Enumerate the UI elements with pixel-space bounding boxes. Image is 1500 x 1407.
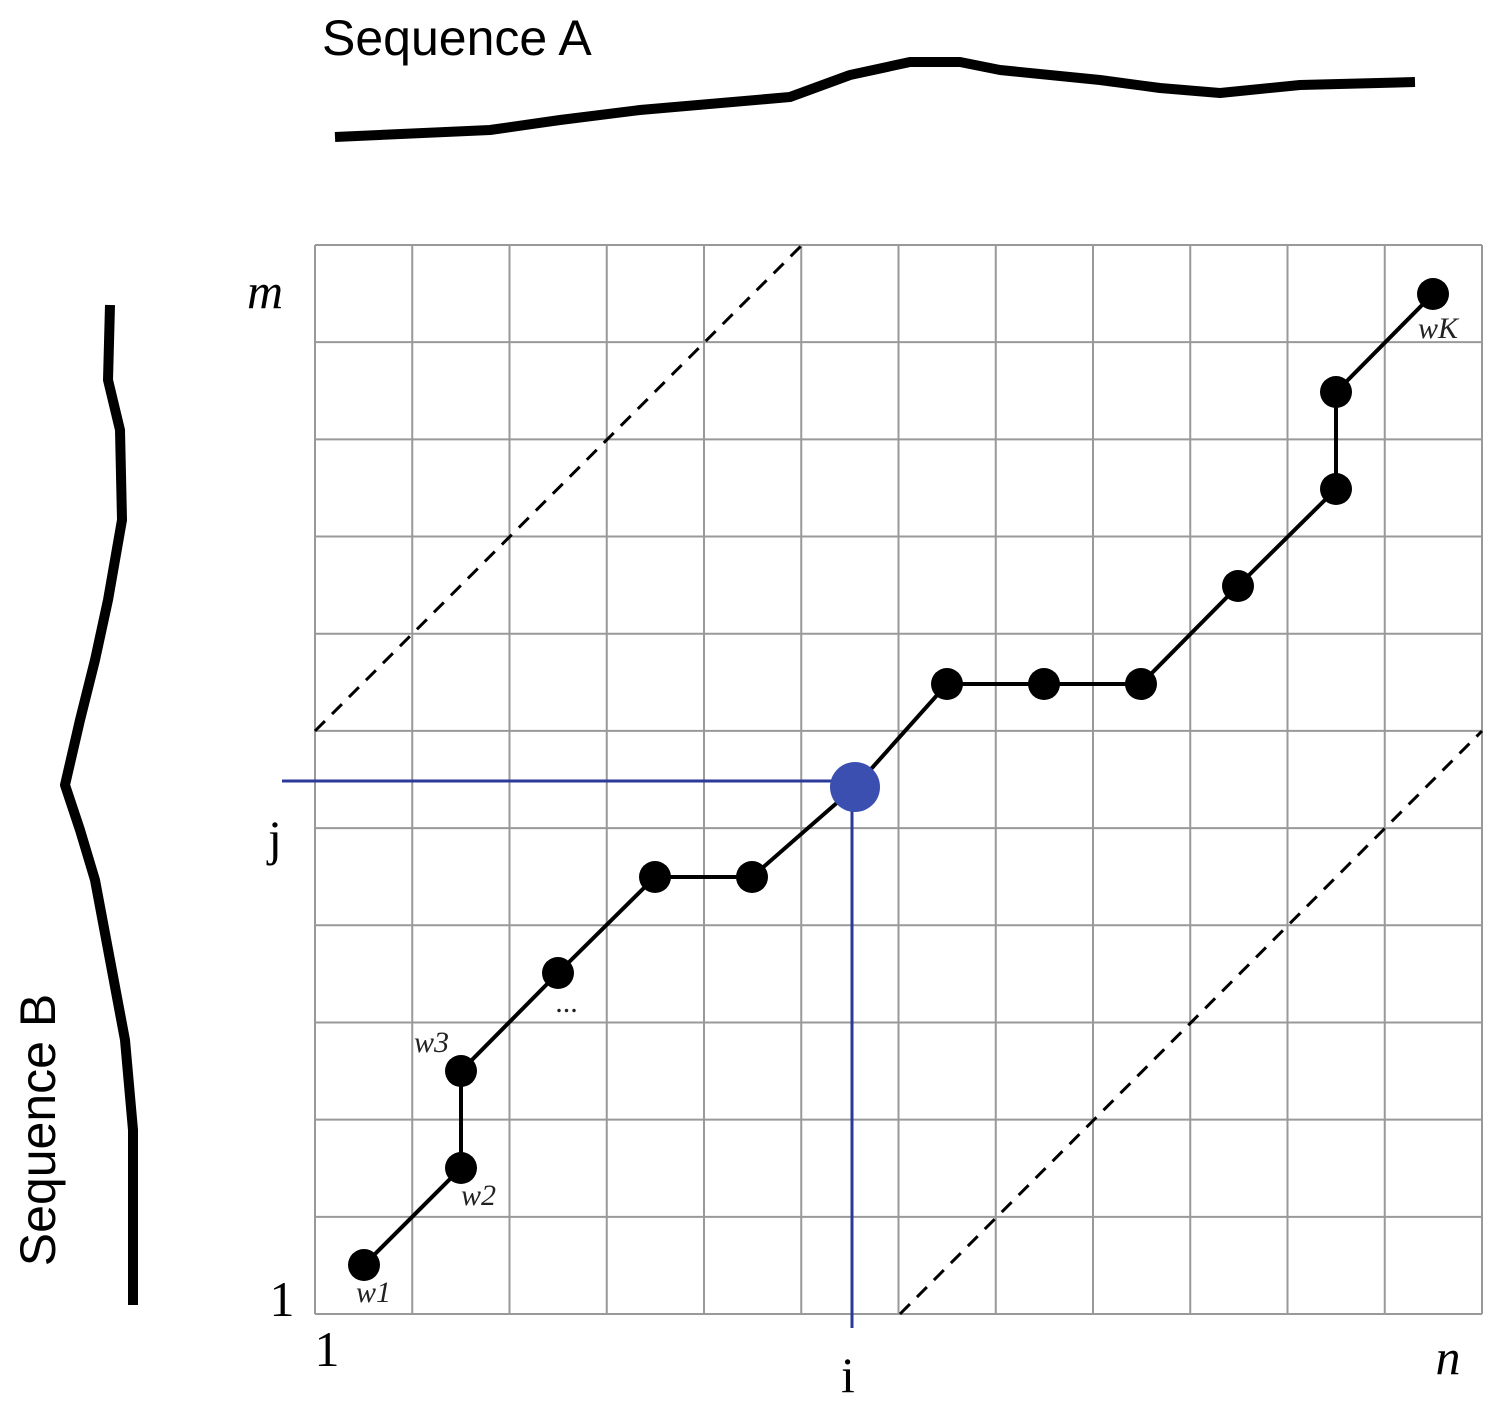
path-point — [736, 861, 768, 893]
path-point — [1028, 668, 1060, 700]
highlight-point — [830, 762, 880, 812]
sequence-a-label: Sequence A — [322, 10, 592, 66]
path-point — [445, 1055, 477, 1087]
sequence-b-curve — [60, 304, 138, 1305]
path-point — [542, 957, 574, 989]
path-point — [1320, 473, 1352, 505]
path-point — [1125, 668, 1157, 700]
point-label: wK — [1418, 312, 1460, 345]
path-point — [931, 668, 963, 700]
y-label-1: 1 — [270, 1271, 295, 1327]
point-label: w2 — [461, 1179, 496, 1212]
path-point — [445, 1152, 477, 1184]
upper-band-line — [313, 243, 804, 733]
path-point — [1417, 278, 1449, 310]
sequence-b-label: Sequence B — [10, 994, 66, 1266]
point-label: ... — [556, 986, 579, 1019]
x-label-i: i — [841, 1347, 855, 1403]
point-label: w1 — [356, 1276, 391, 1309]
path-point — [1222, 570, 1254, 602]
x-label-n: n — [1436, 1329, 1461, 1385]
path-points — [348, 278, 1449, 1281]
warping-path — [362, 292, 1435, 1267]
path-point — [348, 1249, 380, 1281]
sequence-a-curve — [334, 57, 1416, 142]
lower-band-line — [898, 729, 1484, 1316]
x-label-1: 1 — [315, 1321, 340, 1377]
path-point — [639, 861, 671, 893]
y-label-m: m — [247, 263, 283, 319]
grid — [314, 244, 1483, 1315]
y-label-j: j — [266, 810, 282, 866]
point-label: w3 — [414, 1026, 449, 1059]
path-point — [1320, 376, 1352, 408]
